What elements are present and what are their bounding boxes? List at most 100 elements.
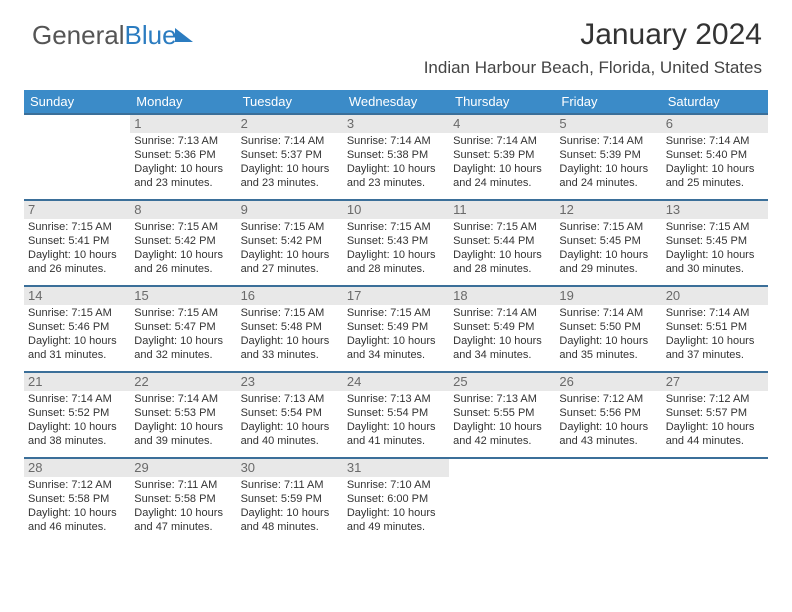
day-of-week-header: Friday (555, 90, 661, 113)
calendar-day-cell: 13Sunrise: 7:15 AMSunset: 5:45 PMDayligh… (662, 201, 768, 285)
day-of-week-header: Tuesday (237, 90, 343, 113)
calendar-day-cell: 8 Sunrise: 7:15 AMSunset: 5:42 PMDaylight… (130, 201, 236, 285)
calendar-day-cell (662, 459, 768, 543)
sunrise-text: Sunrise: 7:15 AM (559, 221, 657, 235)
day-of-week-header: Wednesday (343, 90, 449, 113)
sunrise-text: Sunrise: 7:12 AM (666, 393, 764, 407)
day-number: 26 (555, 373, 661, 391)
daylight-text: Daylight: 10 hours and 48 minutes. (241, 507, 339, 535)
calendar-day-cell: 9Sunrise: 7:15 AMSunset: 5:42 PMDaylight… (237, 201, 343, 285)
sunrise-text: Sunrise: 7:13 AM (241, 393, 339, 407)
calendar-day-cell: 1Sunrise: 7:13 AMSunset: 5:36 PMDaylight… (130, 115, 236, 199)
sunset-text: Sunset: 5:52 PM (28, 407, 126, 421)
calendar-day-cell: 30Sunrise: 7:11 AMSunset: 5:59 PMDayligh… (237, 459, 343, 543)
daylight-text: Daylight: 10 hours and 34 minutes. (453, 335, 551, 363)
day-of-week-header: Saturday (662, 90, 768, 113)
sunset-text: Sunset: 5:49 PM (347, 321, 445, 335)
calendar-day-cell: 23Sunrise: 7:13 AMSunset: 5:54 PMDayligh… (237, 373, 343, 457)
sunset-text: Sunset: 5:37 PM (241, 149, 339, 163)
sunrise-text: Sunrise: 7:15 AM (241, 307, 339, 321)
daylight-text: Daylight: 10 hours and 24 minutes. (453, 163, 551, 191)
day-number: 5 (555, 115, 661, 133)
day-number: 25 (449, 373, 555, 391)
day-of-week-row: SundayMondayTuesdayWednesdayThursdayFrid… (24, 90, 768, 113)
day-number: 24 (343, 373, 449, 391)
sunset-text: Sunset: 5:57 PM (666, 407, 764, 421)
sunset-text: Sunset: 5:39 PM (453, 149, 551, 163)
sunrise-text: Sunrise: 7:14 AM (559, 135, 657, 149)
day-number: 12 (555, 201, 661, 219)
sunset-text: Sunset: 5:46 PM (28, 321, 126, 335)
sunrise-text: Sunrise: 7:15 AM (347, 221, 445, 235)
day-number: 13 (662, 201, 768, 219)
calendar-day-cell (449, 459, 555, 543)
sunset-text: Sunset: 5:42 PM (134, 235, 232, 249)
day-number: 6 (662, 115, 768, 133)
sunset-text: Sunset: 5:47 PM (134, 321, 232, 335)
sunset-text: Sunset: 5:50 PM (559, 321, 657, 335)
daylight-text: Daylight: 10 hours and 33 minutes. (241, 335, 339, 363)
day-number: 29 (130, 459, 236, 477)
sunrise-text: Sunrise: 7:15 AM (134, 221, 232, 235)
sunset-text: Sunset: 6:00 PM (347, 493, 445, 507)
calendar-day-cell (555, 459, 661, 543)
day-number: 18 (449, 287, 555, 305)
brand-part2: Blue (125, 20, 177, 50)
sunset-text: Sunset: 5:43 PM (347, 235, 445, 249)
sunrise-text: Sunrise: 7:13 AM (134, 135, 232, 149)
sunrise-text: Sunrise: 7:14 AM (453, 135, 551, 149)
day-of-week-header: Monday (130, 90, 236, 113)
day-number: 10 (343, 201, 449, 219)
brand-triangle-icon (175, 28, 193, 42)
day-number: 14 (24, 287, 130, 305)
daylight-text: Daylight: 10 hours and 40 minutes. (241, 421, 339, 449)
day-number: 8 (130, 201, 236, 219)
day-number: 19 (555, 287, 661, 305)
day-number: 2 (237, 115, 343, 133)
daylight-text: Daylight: 10 hours and 27 minutes. (241, 249, 339, 277)
calendar-week-row: 1Sunrise: 7:13 AMSunset: 5:36 PMDaylight… (24, 113, 768, 199)
sunset-text: Sunset: 5:54 PM (241, 407, 339, 421)
sunrise-text: Sunrise: 7:14 AM (347, 135, 445, 149)
calendar-day-cell: 3Sunrise: 7:14 AMSunset: 5:38 PMDaylight… (343, 115, 449, 199)
sunset-text: Sunset: 5:38 PM (347, 149, 445, 163)
day-number: 1 (130, 115, 236, 133)
daylight-text: Daylight: 10 hours and 25 minutes. (666, 163, 764, 191)
sunrise-text: Sunrise: 7:14 AM (453, 307, 551, 321)
sunset-text: Sunset: 5:55 PM (453, 407, 551, 421)
daylight-text: Daylight: 10 hours and 47 minutes. (134, 507, 232, 535)
sunset-text: Sunset: 5:44 PM (453, 235, 551, 249)
sunrise-text: Sunrise: 7:14 AM (28, 393, 126, 407)
brand-part1: General (32, 20, 125, 50)
brand-logo: GeneralBlue (32, 20, 193, 51)
sunrise-text: Sunrise: 7:15 AM (453, 221, 551, 235)
day-number: 21 (24, 373, 130, 391)
sunrise-text: Sunrise: 7:14 AM (134, 393, 232, 407)
day-number: 28 (24, 459, 130, 477)
calendar-day-cell: 27Sunrise: 7:12 AMSunset: 5:57 PMDayligh… (662, 373, 768, 457)
calendar-day-cell: 5Sunrise: 7:14 AMSunset: 5:39 PMDaylight… (555, 115, 661, 199)
day-number: 9 (237, 201, 343, 219)
calendar-day-cell: 24Sunrise: 7:13 AMSunset: 5:54 PMDayligh… (343, 373, 449, 457)
day-number: 30 (237, 459, 343, 477)
day-number: 4 (449, 115, 555, 133)
sunset-text: Sunset: 5:39 PM (559, 149, 657, 163)
sunrise-text: Sunrise: 7:15 AM (241, 221, 339, 235)
calendar-day-cell (24, 115, 130, 199)
daylight-text: Daylight: 10 hours and 46 minutes. (28, 507, 126, 535)
daylight-text: Daylight: 10 hours and 26 minutes. (134, 249, 232, 277)
calendar-day-cell: 31Sunrise: 7:10 AMSunset: 6:00 PMDayligh… (343, 459, 449, 543)
sunset-text: Sunset: 5:54 PM (347, 407, 445, 421)
sunrise-text: Sunrise: 7:14 AM (241, 135, 339, 149)
sunrise-text: Sunrise: 7:14 AM (666, 135, 764, 149)
calendar-day-cell: 10Sunrise: 7:15 AMSunset: 5:43 PMDayligh… (343, 201, 449, 285)
day-number: 20 (662, 287, 768, 305)
month-title: January 2024 (424, 18, 762, 52)
sunset-text: Sunset: 5:41 PM (28, 235, 126, 249)
daylight-text: Daylight: 10 hours and 39 minutes. (134, 421, 232, 449)
daylight-text: Daylight: 10 hours and 26 minutes. (28, 249, 126, 277)
daylight-text: Daylight: 10 hours and 32 minutes. (134, 335, 232, 363)
sunset-text: Sunset: 5:49 PM (453, 321, 551, 335)
sunrise-text: Sunrise: 7:15 AM (134, 307, 232, 321)
day-number: 22 (130, 373, 236, 391)
